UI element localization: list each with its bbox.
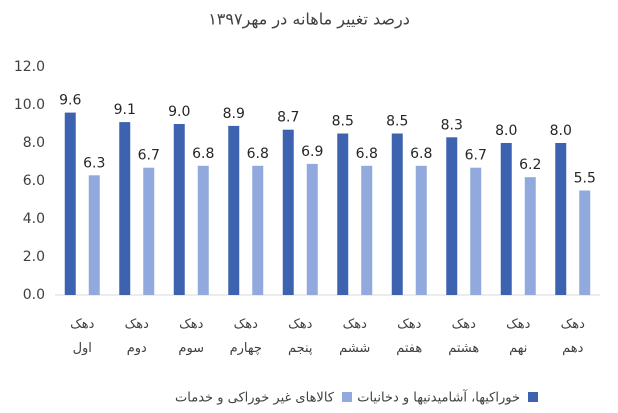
bar xyxy=(391,133,403,295)
bar xyxy=(500,143,512,295)
y-tick-label: 10.0 xyxy=(14,97,45,113)
x-tick-label: دهک پنجم xyxy=(287,317,313,356)
x-tick-label: دهک دوم xyxy=(124,317,149,356)
value-label: 6.3 xyxy=(83,155,105,171)
bar xyxy=(361,165,373,295)
value-label: 9.0 xyxy=(168,104,190,120)
value-label: 8.5 xyxy=(332,114,354,130)
bar xyxy=(88,175,100,295)
value-label: 8.0 xyxy=(550,123,572,139)
bar xyxy=(306,163,318,295)
value-label: 6.8 xyxy=(247,146,269,162)
bar xyxy=(555,143,567,295)
value-label: 6.8 xyxy=(410,146,432,162)
bar xyxy=(228,125,240,296)
x-tick-label: دهک چهارم xyxy=(229,317,262,356)
bar xyxy=(197,165,209,295)
value-label: 8.3 xyxy=(441,117,463,133)
y-tick-label: 12.0 xyxy=(14,59,45,75)
value-label: 6.7 xyxy=(138,148,160,164)
legend-swatch xyxy=(342,392,352,402)
bar xyxy=(282,129,294,295)
value-label: 6.8 xyxy=(192,146,214,162)
y-tick-label: 2.0 xyxy=(23,249,45,265)
value-label: 6.2 xyxy=(519,157,541,173)
legend-label: خوراکیها، آشامیدنیها و دخانیات xyxy=(357,389,520,406)
value-label: 8.9 xyxy=(223,106,245,122)
bar xyxy=(64,112,76,295)
x-tick-label: دهک هفتم xyxy=(396,317,423,356)
bar xyxy=(579,190,591,295)
bar xyxy=(119,122,131,295)
bar xyxy=(252,165,264,295)
bar xyxy=(446,137,458,295)
x-tick-label: دهک هشتم xyxy=(448,317,480,356)
value-label: 9.1 xyxy=(114,102,136,118)
y-tick-label: 8.0 xyxy=(23,135,45,151)
bar xyxy=(143,167,155,295)
value-label: 6.7 xyxy=(465,148,487,164)
y-tick-label: 6.0 xyxy=(23,173,45,189)
legend-swatch xyxy=(528,392,538,402)
value-label: 5.5 xyxy=(574,171,596,187)
x-tick-label: دهک ششم xyxy=(339,317,371,356)
bar xyxy=(524,177,536,295)
value-label: 8.5 xyxy=(386,114,408,130)
value-label: 8.0 xyxy=(495,123,517,139)
bar xyxy=(470,167,482,295)
x-tick-label: دهک سوم xyxy=(178,317,205,356)
y-tick-label: 4.0 xyxy=(23,211,45,227)
x-tick-label: دهک نهم xyxy=(506,317,531,356)
value-label: 6.8 xyxy=(356,146,378,162)
value-label: 8.7 xyxy=(277,110,299,126)
value-label: 9.6 xyxy=(59,93,81,109)
bar xyxy=(415,165,427,295)
legend-label: کالاهای غیر خوراکی و خدمات xyxy=(175,391,335,406)
bar xyxy=(337,133,349,295)
bar xyxy=(173,124,185,295)
x-tick-label: دهک اول xyxy=(70,317,95,356)
x-tick-label: دهک دهم xyxy=(560,317,585,356)
chart-title: درصد تغییر ماهانه در مهر۱۳۹۷ xyxy=(208,10,410,30)
value-label: 6.9 xyxy=(301,144,323,160)
y-tick-label: 0.0 xyxy=(23,287,45,303)
